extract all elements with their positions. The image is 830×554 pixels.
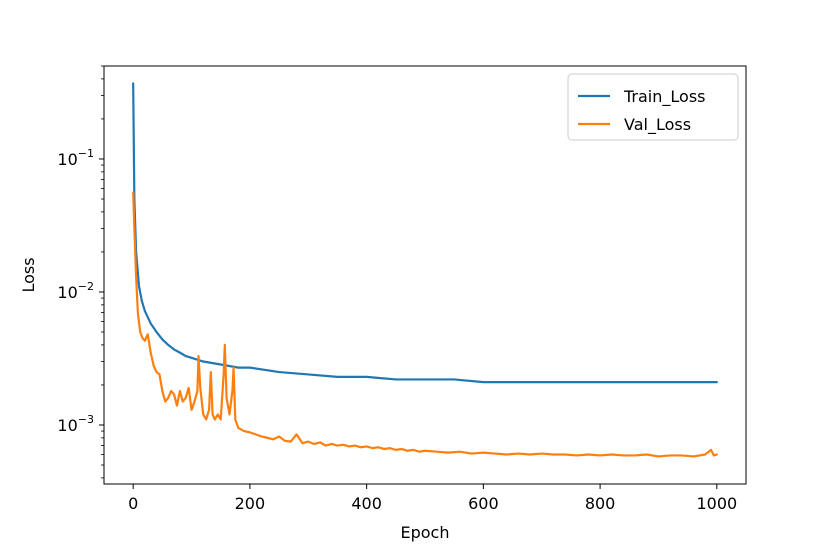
x-tick-label: 0 bbox=[128, 494, 138, 513]
series-line-val-loss bbox=[132, 191, 718, 458]
series-line-train-loss bbox=[132, 82, 718, 384]
x-tick-label: 1000 bbox=[696, 494, 737, 513]
axes-frame bbox=[103, 65, 747, 485]
legend-label-train-loss: Train_Loss bbox=[623, 87, 705, 107]
legend: Train_Loss Val_Loss bbox=[567, 73, 739, 141]
x-axis-title: Epoch bbox=[401, 523, 450, 542]
x-tick-label: 800 bbox=[585, 494, 616, 513]
y-tick-label: 10−3 bbox=[57, 413, 94, 435]
y-tick-label: 10−1 bbox=[57, 147, 94, 169]
x-tick-label: 600 bbox=[468, 494, 499, 513]
series-layer bbox=[132, 82, 718, 458]
axes-layer: 0 200 400 600 800 1000 10−3 10−2 10−1 Epoch Loss bbox=[19, 65, 747, 542]
legend-box bbox=[567, 73, 739, 141]
x-tick-label: 200 bbox=[235, 494, 266, 513]
y-tick-label: 10−2 bbox=[57, 280, 94, 302]
legend-label-val-loss: Val_Loss bbox=[624, 115, 691, 135]
y-axis-title: Loss bbox=[19, 257, 38, 292]
x-tick-label: 400 bbox=[351, 494, 382, 513]
